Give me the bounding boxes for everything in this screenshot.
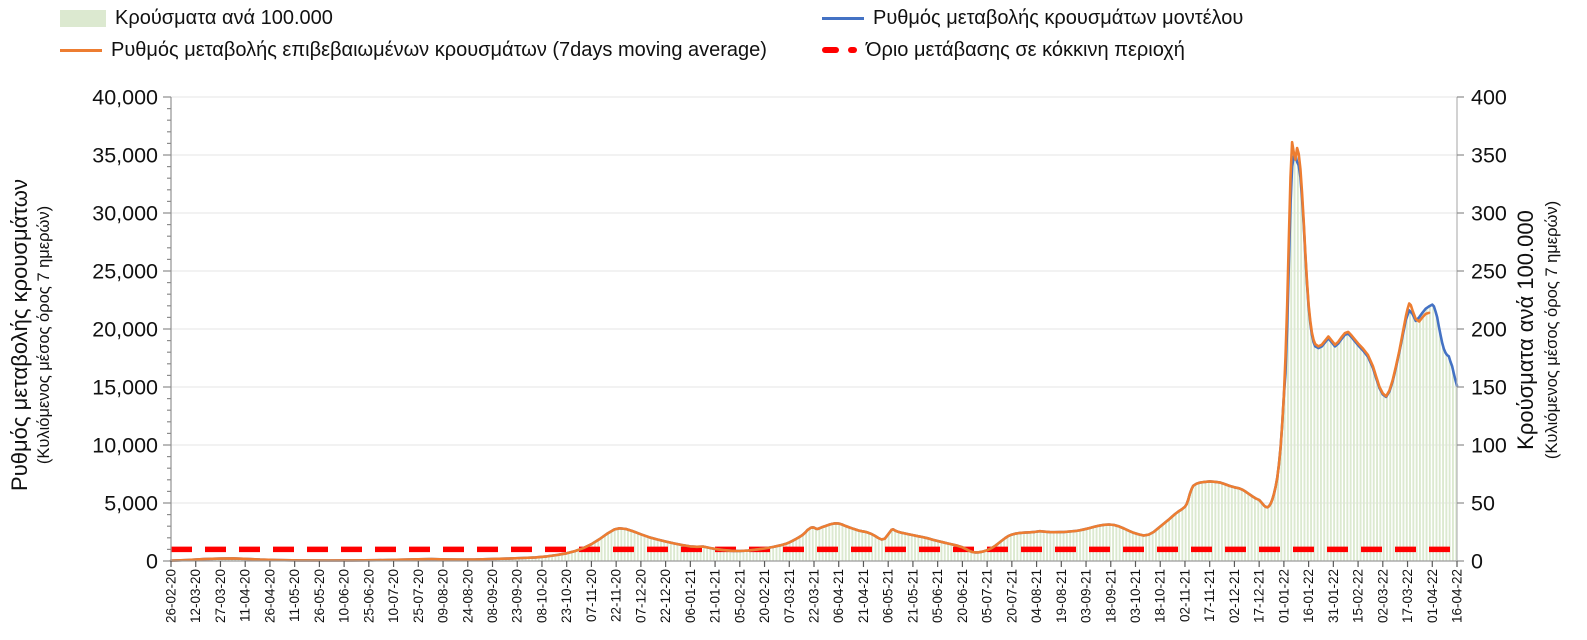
x-axis-date-label: 25-07-20 bbox=[411, 569, 426, 623]
x-axis-date-label: 16-01-22 bbox=[1301, 569, 1316, 623]
x-axis-date-label: 10-06-20 bbox=[337, 569, 352, 623]
legend-item-model-rate: Ρυθμός μεταβολής κρουσμάτων μοντέλου bbox=[822, 6, 1243, 30]
x-axis-date-label: 23-10-20 bbox=[559, 569, 574, 623]
left-axis-tick-label: 25,000 bbox=[92, 260, 158, 284]
x-axis-date-label: 22-12-20 bbox=[658, 569, 673, 623]
right-axis-tick-label: 100 bbox=[1471, 434, 1507, 458]
x-axis-date-label: 06-04-21 bbox=[831, 569, 846, 623]
x-axis-date-label: 18-10-21 bbox=[1153, 569, 1168, 623]
left-axis-tick-label: 40,000 bbox=[92, 86, 158, 110]
x-axis-date-label: 11-04-20 bbox=[238, 569, 253, 622]
right-axis-tick-label: 150 bbox=[1471, 376, 1507, 400]
x-axis-date-label: 23-09-20 bbox=[510, 569, 525, 623]
right-axis-tick-label: 400 bbox=[1471, 86, 1507, 110]
left-axis-subtitle: (Κυλιόμενος μέσος όρος 7 ημερών) bbox=[35, 206, 53, 464]
x-axis-date-label: 08-09-20 bbox=[485, 569, 500, 623]
x-axis-date-label: 22-03-21 bbox=[807, 569, 822, 623]
x-axis-date-label: 11-05-20 bbox=[287, 569, 302, 622]
x-axis-date-label: 09-08-20 bbox=[436, 569, 451, 623]
x-axis-date-label: 01-01-22 bbox=[1276, 569, 1291, 623]
x-axis-date-label: 20-07-21 bbox=[1004, 569, 1019, 623]
x-axis-date-label: 21-01-21 bbox=[708, 569, 723, 623]
left-axis-tick-label: 0 bbox=[146, 550, 158, 574]
x-axis-date-label: 12-03-20 bbox=[188, 569, 203, 623]
right-axis-tick-label: 300 bbox=[1471, 202, 1507, 226]
x-axis-date-label: 17-11-21 bbox=[1202, 569, 1217, 622]
red-dash-icon bbox=[822, 47, 857, 53]
x-axis-date-label: 15-02-22 bbox=[1351, 569, 1366, 623]
legend-label: Ρυθμός μεταβολής επιβεβαιωμένων κρουσμάτ… bbox=[111, 38, 767, 61]
area-swatch-icon bbox=[60, 9, 106, 27]
x-axis-date-label: 18-09-21 bbox=[1103, 569, 1118, 623]
x-axis-date-label: 22-11-20 bbox=[609, 569, 624, 622]
x-axis-date-label: 05-06-21 bbox=[930, 569, 945, 623]
x-axis-date-label: 08-10-20 bbox=[534, 569, 549, 623]
x-axis-date-label: 05-07-21 bbox=[980, 569, 995, 623]
x-axis-date-label: 21-04-21 bbox=[856, 569, 871, 623]
x-axis-date-label: 07-03-21 bbox=[782, 569, 797, 623]
left-axis-tick-label: 5,000 bbox=[104, 492, 158, 516]
x-axis-date-label: 10-07-20 bbox=[386, 569, 401, 623]
x-axis-date-label: 07-11-20 bbox=[584, 569, 599, 622]
x-axis-date-label: 20-06-21 bbox=[955, 569, 970, 623]
line-model bbox=[169, 153, 1459, 562]
x-axis-date-label: 03-10-21 bbox=[1128, 569, 1143, 623]
legend-item-confirmed-rate: Ρυθμός μεταβολής επιβεβαιωμένων κρουσμάτ… bbox=[60, 38, 767, 62]
left-axis-tick-label: 20,000 bbox=[92, 318, 158, 342]
x-axis-date-label: 21-05-21 bbox=[905, 569, 920, 623]
line-confirmed bbox=[169, 140, 1431, 562]
legend-item-red-threshold: Όριο μετάβασης σε κόκκινη περιοχή bbox=[822, 38, 1185, 62]
x-axis-date-label: 06-01-21 bbox=[683, 569, 698, 623]
legend-item-cases-per-100k: Κρούσματα ανά 100.000 bbox=[60, 6, 333, 30]
orange-line-icon bbox=[60, 48, 102, 52]
x-axis-date-label: 31-01-22 bbox=[1326, 569, 1341, 623]
left-axis-tick-label: 10,000 bbox=[92, 434, 158, 458]
x-axis-date-label: 02-12-21 bbox=[1227, 569, 1242, 623]
right-axis-tick-label: 250 bbox=[1471, 260, 1507, 284]
x-axis-date-label: 17-12-21 bbox=[1252, 569, 1267, 623]
x-axis-date-label: 26-04-20 bbox=[262, 569, 277, 623]
right-axis-tick-label: 200 bbox=[1471, 318, 1507, 342]
left-axis-tick-label: 35,000 bbox=[92, 144, 158, 168]
x-axis-date-label: 02-03-22 bbox=[1375, 569, 1390, 623]
x-axis-date-label: 07-12-20 bbox=[633, 569, 648, 623]
x-axis-date-label: 27-03-20 bbox=[213, 569, 228, 623]
right-axis-tick-label: 0 bbox=[1471, 550, 1483, 574]
right-axis-subtitle: (Κυλιόμενος μέσος όρος 7 ημερών) bbox=[1543, 201, 1561, 459]
x-axis-date-label: 26-02-20 bbox=[164, 569, 179, 623]
x-axis-date-label: 02-11-21 bbox=[1177, 569, 1192, 622]
x-axis-date-label: 16-04-22 bbox=[1450, 569, 1465, 623]
right-axis-tick-label: 350 bbox=[1471, 144, 1507, 168]
x-axis-date-label: 25-06-20 bbox=[361, 569, 376, 623]
right-axis-tick-label: 50 bbox=[1471, 492, 1495, 516]
x-axis-date-label: 01-04-22 bbox=[1425, 569, 1440, 623]
legend-label: Ρυθμός μεταβολής κρουσμάτων μοντέλου bbox=[873, 6, 1244, 29]
x-axis-date-label: 05-02-21 bbox=[732, 569, 747, 623]
right-axis-title: Κρούσματα ανά 100.000 bbox=[1513, 210, 1538, 450]
left-axis-tick-label: 15,000 bbox=[92, 376, 158, 400]
blue-line-icon bbox=[822, 16, 864, 20]
x-axis-date-label: 17-03-22 bbox=[1400, 569, 1415, 623]
x-axis-date-label: 06-05-21 bbox=[881, 569, 896, 623]
x-axis-date-label: 26-05-20 bbox=[312, 569, 327, 623]
legend-label: Κρούσματα ανά 100.000 bbox=[115, 6, 333, 29]
x-axis-date-label: 19-08-21 bbox=[1054, 569, 1069, 623]
x-axis-date-label: 03-09-21 bbox=[1079, 569, 1094, 623]
x-axis-date-label: 24-08-20 bbox=[460, 569, 475, 623]
left-axis-tick-label: 30,000 bbox=[92, 202, 158, 226]
area-cases-per-100k bbox=[171, 155, 1457, 561]
x-axis-date-label: 04-08-21 bbox=[1029, 569, 1044, 623]
left-axis-title: Ρυθμός μεταβολής κρουσμάτων bbox=[7, 179, 32, 491]
x-axis-date-label: 20-02-21 bbox=[757, 569, 772, 623]
legend-label: Όριο μετάβασης σε κόκκινη περιοχή bbox=[866, 38, 1185, 61]
